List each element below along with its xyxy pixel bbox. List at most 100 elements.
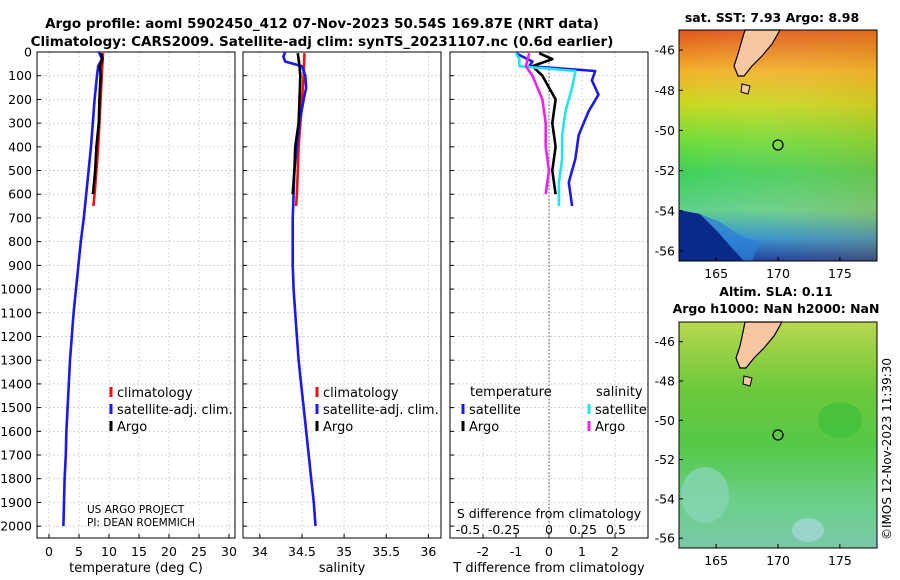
map-y-tick-label: -46 [655,43,675,58]
sla-map-subtitle: Argo h1000: NaN h2000: NaN [673,301,880,316]
x-tick-label: 5 [75,544,83,559]
y-tick-label: 500 [8,163,32,178]
x-tick-label: 10 [101,544,117,559]
map-x-tick-label: 175 [828,553,852,568]
y-tick-label: 800 [8,234,32,249]
x-tick-label: -1 [510,544,522,559]
project-annotation: PI: DEAN ROEMMICH [87,517,195,529]
imos-credit: ©IMOS 12-Nov-2023 11:39:30 [880,358,894,540]
legend-label: climatology [323,386,399,401]
sst-south-island-land [733,29,782,77]
y-tick-label: 1800 [0,471,32,486]
project-annotation: US ARGO PROJECT [87,504,185,516]
map-y-tick-label: -50 [655,413,675,428]
y-tick-label: 100 [8,68,32,83]
x-tick-label: 30 [221,544,237,559]
x-tick-label: 34.5 [288,544,316,559]
map-x-tick-label: 170 [766,553,790,568]
sst-cold-water-patch [679,210,744,261]
figure-title-line1: Argo profile: aoml 5902450_412 07-Nov-20… [45,16,599,32]
sst-blue-patch [700,214,760,261]
legend-label: Argo [117,420,147,435]
legend-title-temperature: temperature [470,385,552,400]
y-tick-label: 1900 [0,495,32,510]
legend-label: satellite-adj. clim. [117,403,233,418]
map-y-tick-label: -48 [655,373,675,388]
y-tick-label: 1600 [0,424,32,439]
figure-title-line2: Climatology: CARS2009. Satellite-adj cli… [31,34,614,50]
legend-label: satellite-adj. clim. [323,403,439,418]
x-axis-label: salinity [319,561,366,576]
y-tick-label: 1100 [0,305,32,320]
salinity-difference-tick-label: -0.25 [488,522,520,537]
y-tick-label: 300 [8,116,32,131]
y-tick-label: 1000 [0,282,32,297]
axes-frame [36,51,236,539]
map-x-tick-label: 175 [828,266,852,281]
x-tick-label: 35 [336,544,352,559]
series-line-argo [91,52,104,195]
salinity-difference-tick-label: 0.25 [569,522,597,537]
sla-south-island-land [735,321,784,369]
series-line-satellite-adj-clim- [282,51,317,527]
x-tick-label: 35.5 [372,544,400,559]
x-tick-label: 2 [611,544,619,559]
y-tick-label: 200 [8,92,32,107]
x-tick-label: 0 [545,544,553,559]
sla-map-axes: 165 170 175 -46 -48 -50 -52 -54 -56 [655,334,852,568]
x-tick-label: -2 [477,544,489,559]
series-line-argo [291,53,302,195]
x-tick-label: 36 [420,544,436,559]
x-tick-label: 20 [161,544,177,559]
y-tick-label: 400 [8,139,32,154]
y-tick-label: 600 [8,187,32,202]
series-line-satellite-adj-clim- [62,51,104,527]
series-line-salinity-satellite [514,52,577,207]
difference-panel: -2 -1 0 1 2 T difference from climatology temp… [449,51,649,576]
x-tick-label: 1 [578,544,586,559]
y-tick-label: 700 [8,210,32,225]
legend-title-salinity: salinity [596,385,643,400]
y-tick-label: 1700 [0,448,32,463]
y-tick-label: 1500 [0,400,32,415]
sla-low-anomaly [818,402,862,438]
axes-frame [242,51,442,539]
salinity-difference-tick-label: 0 [545,522,553,537]
y-tick-label: 1300 [0,353,32,368]
salinity-panel: 34 34.5 35 35.5 36 salinity climatology satelli… [242,51,442,576]
x-axis-label: T difference from climatology [452,561,645,576]
legend-label: Argo [595,420,625,435]
x-tick-label: 0 [45,544,53,559]
y-tick-label: 1200 [0,329,32,344]
legend-label: Argo [323,420,353,435]
salinity-difference-axis-label: S difference from climatology [457,506,642,521]
x-tick-label: 34 [252,544,268,559]
y-tick-label: 2000 [0,519,32,534]
salinity-difference-tick-label: 0.5 [606,522,626,537]
sst-map [678,29,878,262]
legend-label: satellite [595,403,647,418]
map-y-tick-label: -48 [655,83,675,98]
sst-map-axes: 165 170 175 -46 -48 -50 -52 -54 -56 [655,43,852,281]
map-x-tick-label: 165 [704,266,728,281]
map-y-tick-label: -54 [655,203,675,218]
x-tick-label: 25 [191,544,207,559]
x-axis-label: temperature (deg C) [69,561,203,576]
sst-map-title: sat. SST: 7.93 Argo: 8.98 [685,10,859,25]
sla-map-title: Altim. SLA: 0.11 [719,284,832,299]
temperature-panel: 0 5 10 15 20 25 300100200300400500600700800900… [0,45,237,577]
legend-label: satellite [469,403,521,418]
sla-stewart-island-land [742,375,753,387]
sla-high-anomaly [681,467,729,523]
series-line-temperature-satellite [515,52,600,207]
sla-map [678,321,878,549]
sla-high-anomaly [792,518,824,542]
sla-float-marker [772,429,784,441]
series-line-salinity-argo [524,52,551,195]
sst-stewart-island-land [740,83,751,95]
legend-label: climatology [117,386,193,401]
map-y-tick-label: -46 [655,334,675,349]
y-tick-label: 900 [8,258,32,273]
map-y-tick-label: -52 [655,452,675,467]
